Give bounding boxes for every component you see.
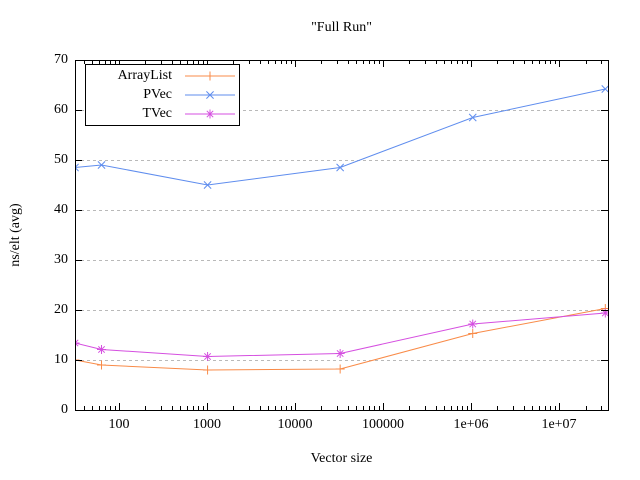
legend-label-pvec: PVec xyxy=(143,86,172,102)
legend-label-arraylist: ArrayList xyxy=(117,67,172,83)
x-tick-label: 1000 xyxy=(193,417,221,432)
legend-row: TVec xyxy=(86,105,239,124)
legend-row: PVec xyxy=(86,85,239,104)
y-tick-label: 50 xyxy=(54,152,68,167)
x-tick-label: 100 xyxy=(108,417,130,432)
x-axis-label: Vector size xyxy=(310,451,373,466)
y-tick-label: 60 xyxy=(54,102,68,117)
x-tick-label: 100000 xyxy=(362,417,404,432)
y-tick-label: 20 xyxy=(54,302,68,317)
y-tick-label: 70 xyxy=(54,52,68,67)
x-tick-label: 10000 xyxy=(277,417,313,432)
legend-sample-line xyxy=(185,91,235,99)
y-tick-label: 30 xyxy=(54,252,68,267)
chart-title: "Full Run" xyxy=(311,20,372,35)
y-tick-label: 0 xyxy=(61,402,68,417)
legend: ArrayList PVec TVec xyxy=(85,64,240,126)
legend-label-tvec: TVec xyxy=(142,106,172,122)
x-tick-label: 1e+07 xyxy=(541,417,577,432)
y-axis-label: ns/elt (avg) xyxy=(8,203,23,267)
legend-row: ArrayList xyxy=(86,66,239,85)
legend-sample-line xyxy=(185,109,235,119)
x-tick-label: 1e+06 xyxy=(453,417,489,432)
y-tick-label: 10 xyxy=(54,352,68,367)
y-tick-label: 40 xyxy=(54,202,68,217)
legend-sample-line xyxy=(185,71,235,81)
